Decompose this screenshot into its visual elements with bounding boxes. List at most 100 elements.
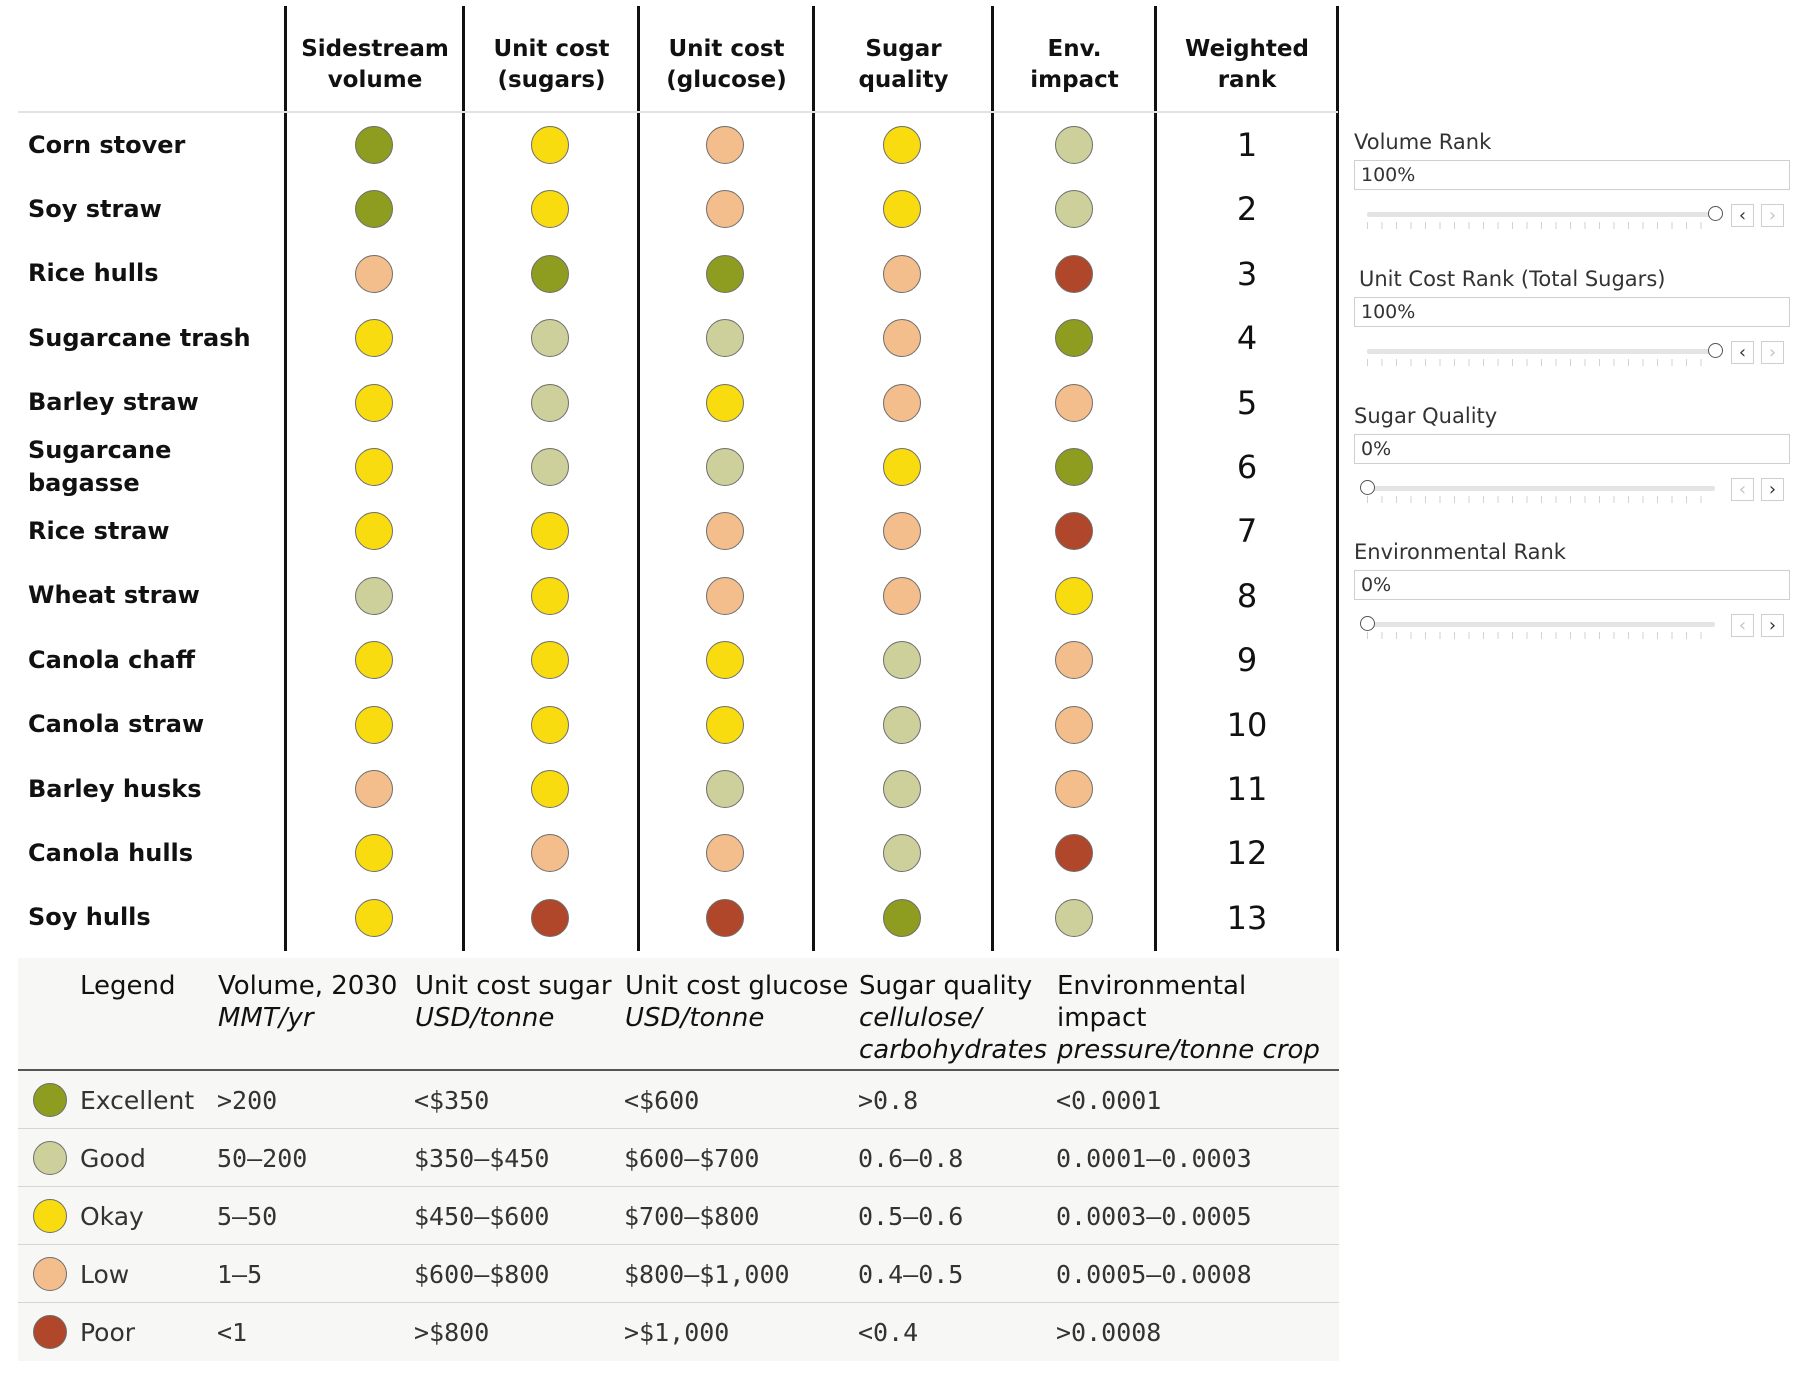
weight-control-environmental-rank: Environmental Rank 0% ‹ › (1354, 540, 1792, 650)
rating-dot-unit-cost-glucose[interactable] (706, 576, 744, 615)
chevron-right-icon[interactable]: › (1761, 204, 1784, 227)
rating-dot-unit-cost-sugars[interactable] (531, 448, 569, 486)
column-header-weighted-rank: Weighted rank (1185, 36, 1309, 93)
weight-value-input[interactable]: 0% (1354, 434, 1790, 464)
legend-value: <1 (217, 1317, 248, 1347)
rating-dot-env-impact[interactable] (1055, 512, 1093, 551)
chevron-left-icon[interactable]: ‹ (1731, 614, 1754, 637)
rating-dot-unit-cost-glucose[interactable] (706, 898, 744, 937)
rating-dot-unit-cost-sugars[interactable] (531, 770, 569, 808)
rating-dot-sidestream-volume[interactable] (355, 383, 393, 422)
rating-dot-env-impact[interactable] (1055, 254, 1093, 293)
rating-dot-unit-cost-glucose[interactable] (706, 383, 744, 422)
rating-dot-env-impact[interactable] (1055, 576, 1093, 615)
slider-track[interactable] (1367, 622, 1715, 627)
chevron-right-icon[interactable]: › (1761, 478, 1784, 501)
rating-dot-sidestream-volume[interactable] (355, 190, 393, 229)
slider-track[interactable] (1367, 212, 1715, 217)
rating-dot-unit-cost-sugars[interactable] (531, 898, 569, 937)
slider-track[interactable] (1367, 486, 1715, 491)
rating-dot-unit-cost-glucose[interactable] (706, 190, 744, 229)
rating-dot-sugar-quality[interactable] (883, 576, 921, 615)
rating-dot-sugar-quality[interactable] (883, 254, 921, 293)
rating-dot-sidestream-volume[interactable] (355, 319, 393, 358)
rating-dot-env-impact[interactable] (1055, 898, 1093, 937)
rating-dot-unit-cost-sugars[interactable] (531, 641, 569, 680)
rating-dot-unit-cost-sugars[interactable] (531, 705, 569, 744)
rating-dot-sugar-quality[interactable] (883, 383, 921, 422)
rating-dot-env-impact[interactable] (1055, 770, 1093, 808)
rating-dot-unit-cost-glucose[interactable] (706, 254, 744, 293)
rating-dot-unit-cost-glucose[interactable] (706, 319, 744, 358)
rating-dot-sugar-quality[interactable] (883, 126, 921, 164)
rating-dot-sidestream-volume[interactable] (355, 448, 393, 486)
chevron-left-icon[interactable]: ‹ (1731, 341, 1754, 364)
rating-dot-unit-cost-glucose[interactable] (706, 448, 744, 486)
legend-swatch-good (33, 1141, 67, 1175)
rating-dot-sugar-quality[interactable] (883, 770, 921, 808)
rating-dot-unit-cost-sugars[interactable] (531, 834, 569, 873)
rating-dot-sidestream-volume[interactable] (355, 254, 393, 293)
slider-handle[interactable] (1360, 480, 1375, 495)
rating-dot-unit-cost-sugars[interactable] (531, 319, 569, 358)
rating-dot-unit-cost-sugars[interactable] (531, 126, 569, 164)
rating-dot-sugar-quality[interactable] (883, 448, 921, 486)
rating-dot-unit-cost-glucose[interactable] (706, 834, 744, 873)
rating-dot-sidestream-volume[interactable] (355, 705, 393, 744)
slider-track[interactable] (1367, 349, 1715, 354)
rating-dot-env-impact[interactable] (1055, 834, 1093, 873)
rating-dot-unit-cost-sugars[interactable] (531, 190, 569, 229)
rating-dot-unit-cost-glucose[interactable] (706, 126, 744, 164)
chevron-left-icon[interactable]: ‹ (1731, 204, 1754, 227)
weight-control-unit-cost-rank: Unit Cost Rank (Total Sugars) 100% ‹ › (1354, 267, 1792, 377)
row-label: Sugarcane trash (28, 323, 251, 352)
rating-dot-sidestream-volume[interactable] (355, 126, 393, 164)
rating-dot-sugar-quality[interactable] (883, 705, 921, 744)
rating-dot-unit-cost-sugars[interactable] (531, 254, 569, 293)
rating-dot-sidestream-volume[interactable] (355, 770, 393, 808)
rating-dot-sidestream-volume[interactable] (355, 576, 393, 615)
weight-value-input[interactable]: 100% (1354, 297, 1790, 327)
legend-header-title: Unit cost sugar (415, 971, 612, 1001)
chevron-right-icon[interactable]: › (1761, 614, 1784, 637)
rating-dot-unit-cost-glucose[interactable] (706, 770, 744, 808)
rating-dot-env-impact[interactable] (1055, 705, 1093, 744)
rating-dot-env-impact[interactable] (1055, 641, 1093, 680)
rating-dot-sidestream-volume[interactable] (355, 898, 393, 937)
rating-dot-sidestream-volume[interactable] (355, 641, 393, 680)
weighted-rank-value: 12 (1226, 834, 1268, 873)
column-divider (812, 6, 815, 951)
rating-dot-sugar-quality[interactable] (883, 641, 921, 680)
legend-header-unit-cost-sugar: Unit cost sugar USD/tonne (415, 970, 612, 1034)
rating-dot-sugar-quality[interactable] (883, 512, 921, 551)
rating-dot-unit-cost-sugars[interactable] (531, 576, 569, 615)
chevron-right-icon[interactable]: › (1761, 341, 1784, 364)
rating-dot-unit-cost-glucose[interactable] (706, 641, 744, 680)
legend-value: <$600 (624, 1085, 700, 1115)
legend-header-unit: pressure/tonne crop (1057, 1035, 1320, 1065)
rating-dot-env-impact[interactable] (1055, 448, 1093, 486)
rating-dot-unit-cost-sugars[interactable] (531, 383, 569, 422)
weight-value-input[interactable]: 0% (1354, 570, 1790, 600)
chevron-left-icon[interactable]: ‹ (1731, 478, 1754, 501)
rating-dot-sidestream-volume[interactable] (355, 512, 393, 551)
slider-handle[interactable] (1360, 616, 1375, 631)
weight-value-input[interactable]: 100% (1354, 160, 1790, 190)
rating-dot-env-impact[interactable] (1055, 126, 1093, 164)
slider-handle[interactable] (1708, 343, 1723, 358)
slider-handle[interactable] (1708, 206, 1723, 221)
rating-dot-env-impact[interactable] (1055, 190, 1093, 229)
column-divider (637, 6, 640, 951)
weight-control-title: Unit Cost Rank (Total Sugars) (1359, 267, 1666, 291)
rating-dot-sugar-quality[interactable] (883, 319, 921, 358)
rating-dot-unit-cost-sugars[interactable] (531, 512, 569, 551)
rating-dot-env-impact[interactable] (1055, 383, 1093, 422)
rating-dot-unit-cost-glucose[interactable] (706, 512, 744, 551)
rating-dot-unit-cost-glucose[interactable] (706, 705, 744, 744)
rating-dot-sugar-quality[interactable] (883, 898, 921, 937)
rating-dot-sugar-quality[interactable] (883, 190, 921, 229)
rating-dot-sugar-quality[interactable] (883, 834, 921, 873)
rating-dot-sidestream-volume[interactable] (355, 834, 393, 873)
weight-control-sugar-quality: Sugar Quality 0% ‹ › (1354, 404, 1792, 514)
rating-dot-env-impact[interactable] (1055, 319, 1093, 358)
